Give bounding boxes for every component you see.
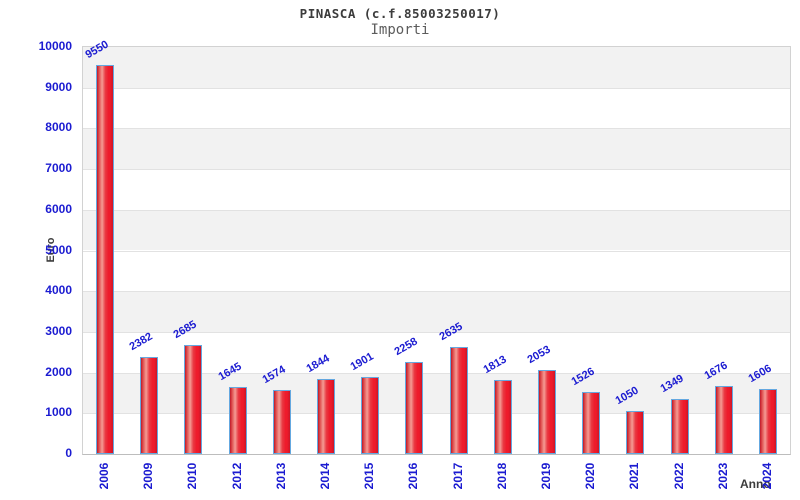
x-tick-label-2024: 2024 (760, 462, 774, 490)
x-tick-label-2015: 2015 (362, 462, 376, 490)
x-tick-label-2019: 2019 (539, 462, 553, 490)
grid-band (83, 250, 790, 292)
y-tick-label: 9000 (45, 80, 72, 94)
bar-2023 (715, 386, 733, 454)
bar-2014 (317, 379, 335, 454)
x-tick-label-2012: 2012 (230, 462, 244, 490)
bar-2022 (671, 399, 689, 454)
grid-band (83, 169, 790, 210)
bar-2010 (184, 345, 202, 454)
x-tick-label-2022: 2022 (672, 462, 686, 490)
grid-band (83, 128, 790, 170)
y-tick-label: 7000 (45, 161, 72, 175)
x-tick-label-2013: 2013 (274, 462, 288, 490)
y-tick-label: 1000 (45, 405, 72, 419)
y-tick-label: 6000 (45, 202, 72, 216)
bar-2018 (494, 380, 512, 454)
bar-2016 (405, 362, 423, 454)
bar-2021 (626, 411, 644, 454)
x-tick-label-2010: 2010 (185, 462, 199, 490)
x-tick-label-2023: 2023 (716, 462, 730, 490)
plot-area: 9550 2382 2685 1645 1574 1844 1901 2258 2635 1813… (82, 38, 791, 455)
y-tick-label: 3000 (45, 324, 72, 338)
bar-2024 (759, 389, 777, 454)
y-tick-label: 10000 (38, 39, 72, 53)
bar-2019 (538, 370, 556, 454)
y-tick-label: 5000 (45, 243, 72, 257)
grid-band (83, 47, 790, 88)
x-tick-label-2018: 2018 (495, 462, 509, 490)
grid-band (83, 209, 790, 251)
bar-2015 (361, 377, 379, 454)
y-tick-label: 0 (65, 446, 72, 460)
x-tick-label-2020: 2020 (583, 462, 597, 490)
y-tick-label: 8000 (45, 120, 72, 134)
grid-band (83, 87, 790, 129)
bar-2006 (96, 65, 114, 454)
x-tick-label-2009: 2009 (141, 462, 155, 490)
bar-2013 (273, 390, 291, 454)
bar-2012 (229, 387, 247, 454)
y-tick-label: 2000 (45, 365, 72, 379)
x-tick-label-2014: 2014 (318, 462, 332, 490)
bar-2017 (450, 347, 468, 454)
x-axis-title: Anno (740, 477, 771, 491)
y-tick-label: 4000 (45, 283, 72, 297)
grid-band (83, 291, 790, 332)
x-tick-label-2021: 2021 (627, 462, 641, 490)
chart-subtitle: Importi (370, 22, 430, 38)
chart-title: PINASCA (c.f.85003250017) (299, 6, 501, 21)
x-tick-label-2016: 2016 (406, 462, 420, 490)
bar-2009 (140, 357, 158, 454)
x-tick-label-2017: 2017 (451, 462, 465, 490)
bar-2020 (582, 392, 600, 454)
x-tick-label-2006: 2006 (97, 462, 111, 490)
